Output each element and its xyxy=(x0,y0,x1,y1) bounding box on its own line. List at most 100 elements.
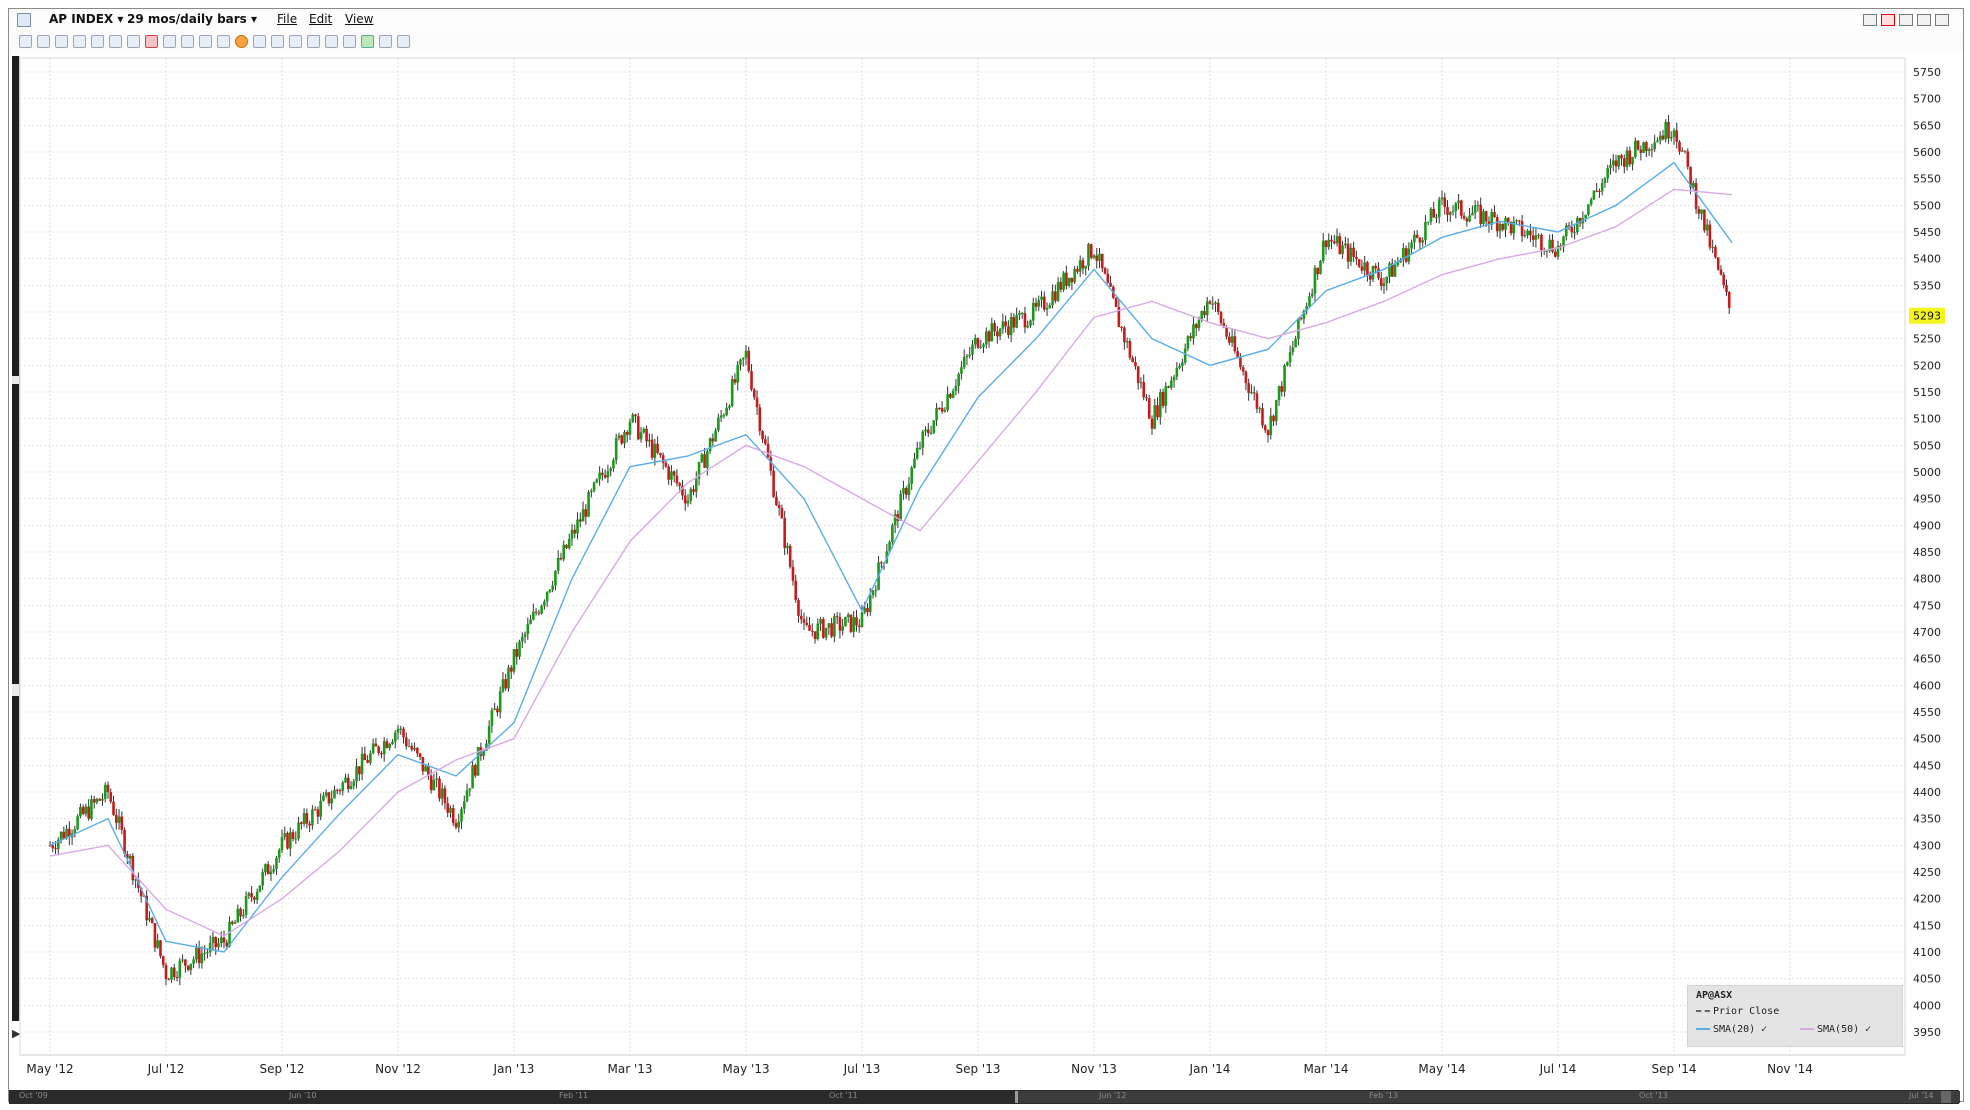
candle-body xyxy=(1084,266,1088,269)
candle-body xyxy=(225,942,229,947)
candle-body xyxy=(288,832,292,849)
candle-body xyxy=(1562,236,1565,248)
scroll-right-icon[interactable] xyxy=(1941,1091,1951,1103)
period-selector[interactable]: 29 mos/daily bars ▾ xyxy=(127,12,258,26)
pencil-icon[interactable] xyxy=(1863,14,1877,26)
candle-body xyxy=(73,829,77,834)
candle-body xyxy=(1324,240,1328,248)
candle-body xyxy=(1034,302,1038,307)
candle-body xyxy=(1515,220,1518,222)
candle-body xyxy=(540,605,543,614)
candle-body xyxy=(1393,264,1397,277)
zoom-out-icon[interactable] xyxy=(217,34,230,48)
candle-body xyxy=(1556,245,1560,257)
ray-icon[interactable] xyxy=(271,34,284,48)
candle-body xyxy=(275,857,278,870)
candle-body xyxy=(703,454,706,468)
candle-body xyxy=(308,823,311,826)
y-tick-label: 5200 xyxy=(1913,359,1941,372)
candle-body xyxy=(1158,391,1162,418)
candle-body xyxy=(1344,243,1347,246)
candle-body xyxy=(1098,253,1101,261)
legend-sma20[interactable]: SMA(20) ✓ xyxy=(1696,1024,1767,1035)
candle-body xyxy=(1274,400,1278,422)
chart-app-icon[interactable] xyxy=(17,13,31,27)
candle-body xyxy=(1145,397,1148,399)
panel-icon[interactable] xyxy=(55,34,68,48)
legend: AP@ASX Prior Close SMA(20) ✓ SMA(50) ✓ xyxy=(1687,985,1903,1047)
wrench-icon[interactable] xyxy=(379,34,392,48)
menu-view[interactable]: View xyxy=(345,12,374,26)
pointer-icon[interactable] xyxy=(19,34,32,48)
rail-arrow-icon[interactable]: ▶ xyxy=(12,1027,21,1040)
candle-body xyxy=(1150,418,1154,429)
candle-body xyxy=(142,895,146,897)
y-tick-label: 4000 xyxy=(1913,999,1941,1012)
menu-edit[interactable]: Edit xyxy=(309,12,333,26)
candle-body xyxy=(54,848,57,850)
candle-body xyxy=(366,760,369,763)
candle-body xyxy=(1415,234,1419,238)
candle-body xyxy=(744,350,748,358)
candle-body xyxy=(880,562,883,564)
cursor-icon[interactable] xyxy=(37,34,50,48)
candle-body xyxy=(178,960,182,978)
candle-body xyxy=(794,580,798,601)
candle-body xyxy=(1252,392,1256,394)
fork-icon[interactable] xyxy=(307,34,320,48)
candle-body xyxy=(1197,319,1201,329)
line-tool-icon[interactable] xyxy=(181,34,194,48)
candle-body xyxy=(435,778,438,780)
y-tick-label: 4400 xyxy=(1913,786,1941,799)
link-icon[interactable] xyxy=(1881,14,1895,26)
dropdown-icon[interactable] xyxy=(397,34,410,48)
fib-icon[interactable] xyxy=(163,34,176,48)
candle-body xyxy=(719,415,723,418)
scroller-date-label: Oct '11 xyxy=(829,1091,858,1100)
candle-body xyxy=(1211,303,1215,305)
parallel-icon[interactable] xyxy=(343,34,356,48)
candle-body xyxy=(1308,296,1311,307)
candle-body xyxy=(672,471,676,476)
candle-body xyxy=(1261,408,1264,426)
minimize-icon[interactable] xyxy=(1899,14,1913,26)
legend-prior-close[interactable]: Prior Close xyxy=(1696,1006,1779,1017)
candle-body xyxy=(498,691,502,713)
legend-sma50[interactable]: SMA(50) ✓ xyxy=(1800,1024,1871,1035)
candle-body xyxy=(998,328,1002,337)
fork-icon[interactable] xyxy=(289,34,302,48)
candle-body xyxy=(1628,150,1632,165)
candle-body xyxy=(167,979,171,981)
curve-icon[interactable] xyxy=(253,34,266,48)
line-icon[interactable] xyxy=(91,34,104,48)
dropdown-icon[interactable] xyxy=(127,34,140,48)
blue-square-icon[interactable] xyxy=(73,34,86,48)
menu-file[interactable]: File xyxy=(277,12,298,26)
pencil-icon[interactable] xyxy=(145,34,158,48)
candle-body xyxy=(714,430,717,442)
candle-body xyxy=(482,750,485,756)
prior-close-label: Prior Close xyxy=(1713,1006,1780,1017)
maximize-icon[interactable] xyxy=(1917,14,1931,26)
scroller-thumb[interactable] xyxy=(1015,1091,1960,1103)
candle-body xyxy=(639,432,643,440)
target-icon[interactable] xyxy=(235,34,248,48)
pie-icon[interactable] xyxy=(361,34,374,48)
candle-body xyxy=(1678,141,1681,152)
candle-body xyxy=(1205,301,1209,316)
symbol-selector[interactable]: AP INDEX ▾ xyxy=(49,12,124,26)
candle-body xyxy=(1589,199,1593,205)
lines-icon[interactable] xyxy=(325,34,338,48)
candle-body xyxy=(612,460,615,469)
candle-body xyxy=(181,959,184,961)
candle-body xyxy=(786,545,789,549)
candle-body xyxy=(791,566,795,581)
time-scroller[interactable]: Oct '09 Jun '10 Feb '11 Oct '11 Jun '12 Feb '… xyxy=(9,1090,1960,1104)
close-icon[interactable] xyxy=(1935,14,1949,26)
zoom-in-icon[interactable] xyxy=(199,34,212,48)
candle-body xyxy=(697,462,701,479)
candle-body xyxy=(172,967,176,978)
candle-body xyxy=(1617,155,1621,167)
grid-icon[interactable] xyxy=(109,34,122,48)
